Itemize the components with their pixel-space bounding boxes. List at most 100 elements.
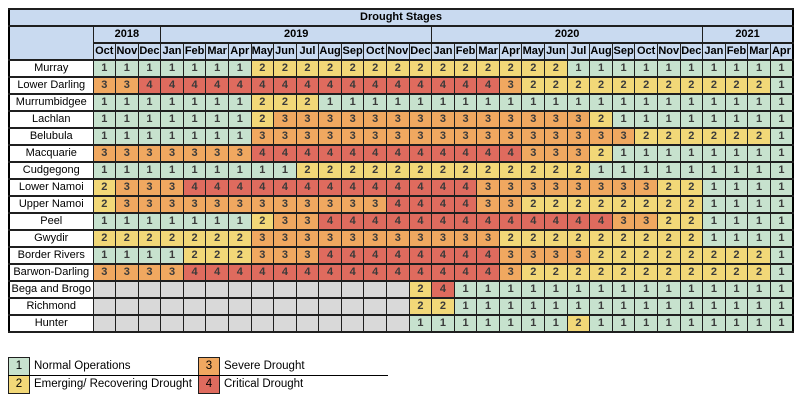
drought-cell: 4 — [453, 178, 478, 197]
drought-cell: 4 — [182, 263, 207, 282]
drought-cell: 1 — [747, 161, 771, 180]
drought-cell: 3 — [295, 246, 320, 265]
drought-cell: 3 — [363, 127, 388, 146]
drought-cell: 4 — [160, 76, 184, 95]
drought-cell: 1 — [589, 93, 613, 112]
month-header: Dec — [137, 42, 162, 61]
drought-cell: 3 — [250, 127, 275, 146]
drought-cell: 2 — [295, 59, 320, 78]
drought-cell: 1 — [747, 195, 771, 214]
drought-cell: 3 — [634, 212, 658, 231]
drought-cell: 3 — [386, 110, 410, 129]
drought-cell: 1 — [724, 229, 749, 248]
drought-cell: 1 — [205, 127, 229, 146]
month-header: Jun — [273, 42, 297, 61]
month-header: May — [521, 42, 546, 61]
drought-cell: 2 — [656, 76, 681, 95]
drought-cell: 1 — [634, 144, 658, 163]
drought-cell: 4 — [453, 246, 478, 265]
drought-cell: 2 — [408, 297, 433, 316]
drought-cell: 3 — [408, 229, 433, 248]
drought-cell: 1 — [702, 178, 726, 197]
drought-cell: 2 — [318, 161, 342, 180]
drought-cell: 3 — [137, 263, 162, 282]
drought-cell: 3 — [340, 110, 365, 129]
drought-cell: 1 — [227, 93, 252, 112]
drought-cell: 1 — [769, 195, 794, 214]
drought-cell: 2 — [566, 314, 591, 333]
drought-cell: 1 — [566, 297, 591, 316]
drought-cell: 1 — [137, 110, 162, 129]
drought-cell: 3 — [160, 263, 184, 282]
drought-cell: 1 — [656, 161, 681, 180]
drought-cell: 2 — [431, 297, 455, 316]
drought-cell: 4 — [205, 178, 229, 197]
drought-cell: 2 — [408, 280, 433, 299]
drought-cell: 2 — [679, 263, 704, 282]
drought-cell: 3 — [589, 127, 613, 146]
drought-cell — [318, 297, 342, 316]
drought-cell — [273, 280, 297, 299]
drought-cell: 1 — [137, 212, 162, 231]
drought-cell: 4 — [295, 144, 320, 163]
drought-cell: 2 — [656, 127, 681, 146]
month-header: Nov — [656, 42, 681, 61]
drought-cell: 3 — [453, 110, 478, 129]
drought-cell: 1 — [702, 297, 726, 316]
drought-cell: 4 — [363, 212, 388, 231]
drought-cell — [227, 297, 252, 316]
drought-cell: 1 — [453, 314, 478, 333]
drought-cell: 3 — [205, 144, 229, 163]
drought-cell: 1 — [544, 297, 568, 316]
drought-cell: 4 — [431, 263, 455, 282]
drought-cell: 1 — [589, 161, 613, 180]
drought-cell: 1 — [182, 161, 207, 180]
drought-cell: 3 — [521, 110, 546, 129]
drought-cell: 1 — [747, 297, 771, 316]
drought-cell: 1 — [92, 246, 117, 265]
drought-cell: 4 — [340, 263, 365, 282]
drought-cell: 1 — [679, 144, 704, 163]
drought-cell: 4 — [431, 195, 455, 214]
drought-cell: 2 — [92, 178, 117, 197]
drought-cell: 1 — [115, 110, 139, 129]
drought-cell: 3 — [544, 144, 568, 163]
legend-label-critical: Critical Drought — [219, 375, 388, 394]
drought-cell: 2 — [408, 161, 433, 180]
drought-cell: 1 — [92, 59, 117, 78]
month-header: Feb — [182, 42, 207, 61]
drought-cell: 2 — [702, 246, 726, 265]
drought-cell: 2 — [634, 76, 658, 95]
drought-cell: 1 — [137, 93, 162, 112]
drought-cell: 3 — [273, 127, 297, 146]
drought-cell: 1 — [611, 161, 636, 180]
drought-cell: 2 — [566, 263, 591, 282]
drought-cell: 3 — [476, 195, 500, 214]
drought-cell — [92, 297, 117, 316]
drought-cell: 1 — [273, 161, 297, 180]
drought-cell: 1 — [634, 280, 658, 299]
drought-cell: 4 — [227, 263, 252, 282]
drought-cell: 1 — [160, 59, 184, 78]
drought-cell: 1 — [521, 93, 546, 112]
drought-cell: 2 — [431, 161, 455, 180]
drought-cell: 1 — [634, 297, 658, 316]
drought-cell: 2 — [566, 195, 591, 214]
drought-cell: 2 — [386, 59, 410, 78]
drought-cell: 2 — [656, 229, 681, 248]
drought-cell: 2 — [656, 178, 681, 197]
row-label: Lower Darling — [8, 76, 94, 95]
drought-cell: 1 — [115, 127, 139, 146]
drought-cell: 2 — [386, 161, 410, 180]
drought-cell: 1 — [769, 263, 794, 282]
drought-cell: 1 — [747, 229, 771, 248]
drought-cell — [273, 297, 297, 316]
drought-cell: 3 — [544, 178, 568, 197]
drought-cell: 3 — [318, 195, 342, 214]
drought-cell: 4 — [295, 178, 320, 197]
row-label: Barwon-Darling — [8, 263, 94, 282]
drought-cell: 2 — [747, 127, 771, 146]
drought-cell: 2 — [611, 263, 636, 282]
drought-cell: 1 — [724, 59, 749, 78]
drought-cell: 2 — [340, 161, 365, 180]
